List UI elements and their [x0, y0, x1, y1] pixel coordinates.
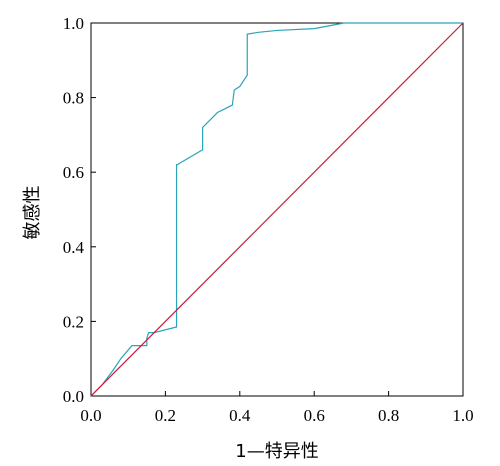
- x-tick-label: 0.8: [378, 406, 399, 425]
- y-axis-label: 敏感性: [22, 186, 43, 240]
- y-tick-label: 0.8: [63, 89, 84, 108]
- y-tick-label: 0.0: [63, 387, 84, 406]
- x-tick-label: 0.6: [304, 406, 325, 425]
- y-tick-label: 0.4: [63, 238, 85, 257]
- y-tick-label: 0.6: [63, 163, 84, 182]
- y-tick-label: 0.2: [63, 312, 84, 331]
- x-tick-label: 1.0: [452, 406, 473, 425]
- x-axis-label: 1—特异性: [235, 441, 318, 462]
- ticks-group: 0.0 0.2 0.4 0.6 0.8 1.0 0.0 0.2 0.4 0.6 0.8 1.0: [63, 14, 474, 425]
- roc-curve-line: [90, 22, 463, 397]
- plot-frame: [90, 22, 464, 397]
- reference-diagonal-line: [90, 22, 464, 397]
- x-tick-label: 0.2: [155, 406, 176, 425]
- y-tick-label: 1.0: [63, 14, 84, 33]
- x-tick-label: 0.4: [229, 406, 251, 425]
- series-group: [90, 22, 464, 397]
- x-tick-label: 0.0: [80, 406, 101, 425]
